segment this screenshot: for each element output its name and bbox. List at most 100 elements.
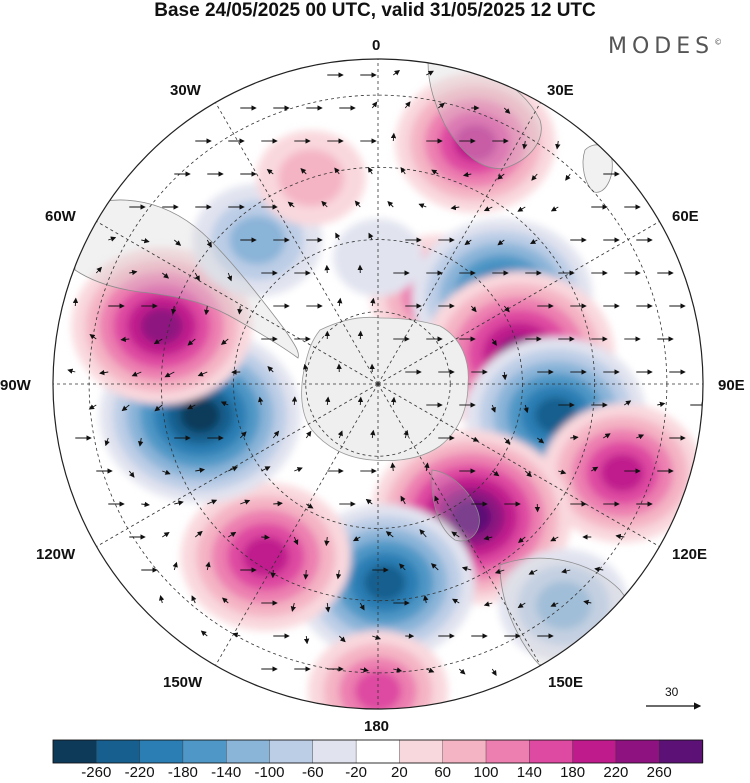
wind-arrow: [370, 429, 376, 439]
wind-arrow: [462, 171, 472, 178]
wind-arrow: [365, 498, 373, 505]
wind-arrow: [368, 166, 374, 175]
wind-arrow: [437, 102, 445, 109]
wind-arrow: [206, 239, 212, 248]
wind-arrow: [237, 305, 243, 315]
lon-label-90e: 90E: [718, 377, 745, 394]
wind-arrow: [89, 334, 97, 340]
wind-arrow: [220, 338, 229, 345]
wind-arrow: [393, 69, 400, 76]
wind-arrow: [334, 167, 340, 175]
lon-label-30w: 30W: [170, 82, 201, 99]
wind-arrow: [426, 70, 434, 76]
wind-arrow: [239, 431, 247, 439]
anomaly-ring: [451, 499, 492, 535]
wind-arrow: [121, 404, 130, 412]
wind-arrow: [303, 569, 309, 580]
wind-arrow: [370, 297, 376, 307]
wind-arrow: [337, 297, 343, 307]
wind-arrow: [390, 462, 396, 472]
lon-label-60e: 60E: [672, 208, 699, 225]
colorbar-tick-label: -180: [167, 764, 198, 781]
wind-arrow: [372, 634, 382, 640]
lon-label-120w: 120W: [36, 546, 76, 563]
wind-arrow: [517, 602, 526, 609]
wind-arrow: [615, 533, 625, 540]
wind-arrow: [404, 101, 411, 109]
wind-arrow: [141, 238, 150, 244]
wind-arrow: [187, 338, 196, 346]
wind-arrow: [95, 266, 103, 274]
wind-arrow: [338, 635, 346, 643]
anomaly-center-8: [180, 482, 351, 631]
wind-arrow: [257, 396, 264, 406]
wind-arrow: [461, 566, 472, 572]
wind-arrow: [228, 466, 239, 472]
wind-arrow: [570, 434, 579, 441]
colorbar-bin: [659, 739, 704, 764]
wind-arrow: [305, 430, 312, 439]
wind-arrow: [164, 371, 175, 378]
wind-arrow: [153, 338, 163, 345]
wind-arrow: [207, 499, 218, 505]
wind-arrow: [337, 430, 343, 439]
wind-arrow: [293, 536, 299, 546]
colorbar-bin: [225, 739, 271, 764]
map-title: Base 24/05/2025 00 UTC, valid 31/05/2025…: [154, 0, 596, 21]
wind-arrow: [267, 366, 274, 373]
anomaly-ring: [364, 564, 406, 601]
lon-label-30e: 30E: [547, 82, 574, 99]
wind-arrow: [536, 437, 545, 444]
wind-arrow: [594, 566, 604, 573]
colorbar-tick-label: -140: [211, 764, 242, 781]
wind-arrow: [393, 667, 403, 673]
lon-label-180: 180: [364, 718, 390, 735]
wind-arrow: [172, 561, 178, 571]
wind-arrow: [204, 305, 210, 316]
wind-arrow: [657, 401, 666, 408]
colorbar-tick-label: -60: [301, 764, 324, 781]
wind-arrow: [173, 239, 182, 246]
wind-arrow: [434, 495, 440, 505]
anomaly-center-12: [256, 130, 366, 226]
anomaly-ring: [600, 453, 645, 492]
wind-arrow: [497, 239, 505, 246]
wind-arrow: [194, 272, 200, 282]
wind-arrow: [108, 236, 117, 242]
wind-arrow: [451, 531, 460, 538]
wind-arrow: [220, 401, 229, 407]
colorbar-tick-label: 180: [560, 764, 586, 781]
meridian-line: [96, 383, 379, 547]
wind-arrow: [450, 204, 460, 211]
wind-arrow: [523, 404, 529, 414]
wind-arrow: [104, 437, 110, 447]
wind-arrow: [399, 563, 406, 571]
colorbar-bin: [312, 739, 357, 764]
lon-label-150w: 150W: [163, 674, 203, 691]
wind-arrow: [120, 336, 130, 343]
wind-arrow: [452, 598, 460, 604]
wind-arrow: [195, 467, 206, 473]
wind-arrow: [194, 530, 203, 538]
wind-arrow: [603, 433, 611, 439]
colorbar-tick-label: -260: [81, 764, 112, 781]
lon-label-90w: 90W: [0, 377, 31, 394]
wind-arrow: [550, 601, 559, 607]
colorbar-tick-label: -220: [124, 764, 155, 781]
wind-arrow: [518, 536, 526, 543]
wind-arrow: [187, 404, 196, 410]
wind-arrow: [290, 602, 297, 612]
wind-arrow: [403, 429, 409, 439]
colorbar-tick-label: -20: [345, 764, 367, 781]
brand-mark: ©: [714, 37, 723, 47]
wind-arrow: [591, 466, 599, 472]
wind-arrow: [490, 404, 496, 413]
wind-arrow: [400, 495, 406, 505]
wind-arrow: [357, 396, 364, 406]
wind-arrow: [273, 500, 283, 507]
wind-arrow: [138, 437, 144, 447]
wind-arrow: [483, 601, 493, 607]
colorbar-bin: [269, 739, 314, 764]
wind-arrow: [503, 305, 510, 313]
